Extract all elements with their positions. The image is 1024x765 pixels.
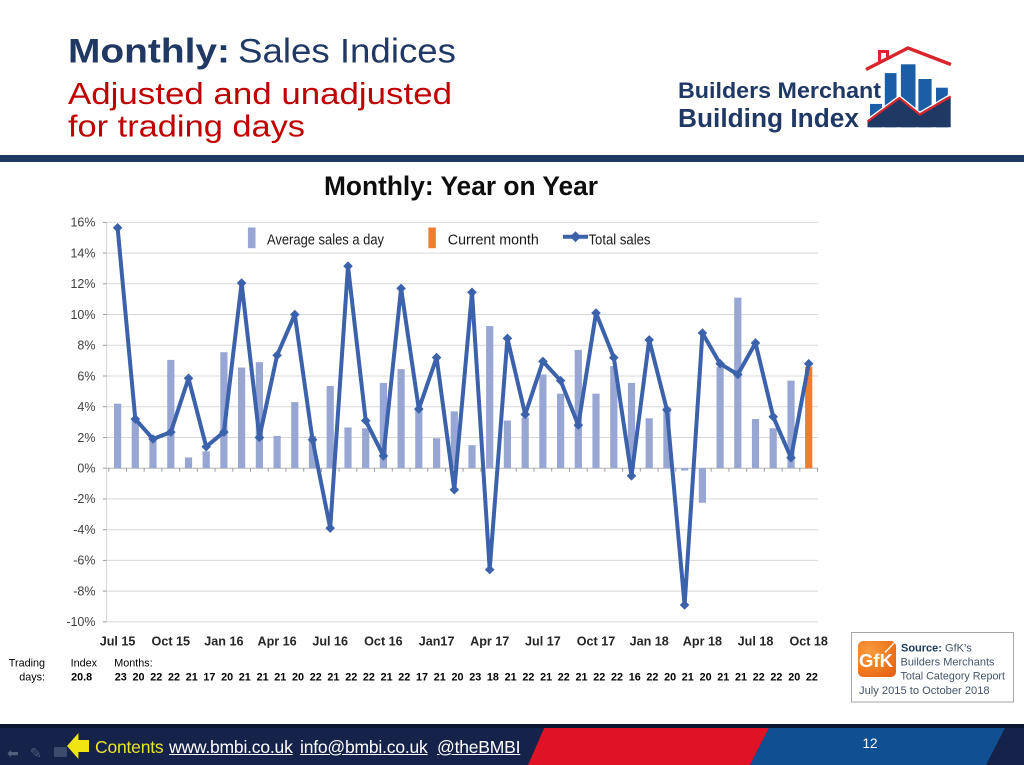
svg-text:22: 22 — [558, 672, 570, 684]
svg-text:-4%: -4% — [73, 523, 95, 537]
svg-text:Building Index: Building Index — [678, 105, 859, 133]
svg-text:Oct 18: Oct 18 — [789, 635, 828, 649]
svg-text:Months:: Months: — [114, 657, 152, 669]
svg-text:-2%: -2% — [73, 492, 95, 506]
svg-text:21: 21 — [735, 672, 747, 684]
svg-text:Jul 16: Jul 16 — [312, 635, 348, 649]
svg-text:Total sales: Total sales — [589, 233, 651, 249]
svg-text:22: 22 — [168, 672, 180, 684]
svg-text:21: 21 — [274, 672, 286, 684]
svg-text:Sales Indices: Sales Indices — [238, 33, 456, 71]
svg-text:21: 21 — [575, 672, 587, 684]
svg-text:Oct 15: Oct 15 — [152, 635, 191, 649]
svg-text:17: 17 — [416, 672, 428, 684]
svg-text:-10%: -10% — [66, 615, 95, 629]
svg-text:Source: GfK’s: Source: GfK’s — [901, 643, 972, 655]
svg-text:17: 17 — [203, 672, 215, 684]
svg-text:20: 20 — [292, 672, 304, 684]
svg-text:Jan 18: Jan 18 — [630, 635, 669, 649]
svg-text:Total Category Report: Total Category Report — [901, 671, 1006, 683]
svg-text:21: 21 — [505, 672, 517, 684]
svg-text:Adjusted and unadjusted: Adjusted and unadjusted — [68, 76, 452, 111]
svg-text:Average sales a day: Average sales a day — [267, 233, 385, 249]
svg-text:July 2015 to October 2018: July 2015 to October 2018 — [859, 685, 990, 697]
svg-text:22: 22 — [770, 672, 782, 684]
svg-text:21: 21 — [717, 672, 729, 684]
svg-text:Apr 17: Apr 17 — [470, 635, 509, 649]
svg-text:22: 22 — [806, 672, 818, 684]
svg-text:Jan 16: Jan 16 — [204, 635, 243, 649]
svg-text:for trading days: for trading days — [68, 109, 305, 144]
svg-text:21: 21 — [540, 672, 552, 684]
svg-text:18: 18 — [487, 672, 499, 684]
svg-text:Builders Merchant: Builders Merchant — [678, 78, 882, 103]
svg-text:22: 22 — [363, 672, 375, 684]
svg-text:21: 21 — [239, 672, 251, 684]
svg-text:20: 20 — [700, 672, 712, 684]
svg-text:-8%: -8% — [73, 584, 95, 598]
svg-text:23: 23 — [115, 672, 127, 684]
svg-text:20.8: 20.8 — [71, 672, 92, 684]
svg-text:Apr 16: Apr 16 — [257, 635, 296, 649]
svg-text:20: 20 — [221, 672, 233, 684]
svg-text:GfK: GfK — [859, 650, 894, 671]
svg-text:Oct 16: Oct 16 — [364, 635, 403, 649]
svg-text:21: 21 — [434, 672, 446, 684]
svg-text:16: 16 — [629, 672, 641, 684]
svg-text:22: 22 — [150, 672, 162, 684]
svg-text:Monthly: Year on Year: Monthly: Year on Year — [324, 171, 598, 201]
svg-text:21: 21 — [257, 672, 269, 684]
svg-text:8%: 8% — [77, 339, 95, 353]
svg-text:22: 22 — [611, 672, 623, 684]
svg-text:22: 22 — [522, 672, 534, 684]
svg-text:Builders Merchants: Builders Merchants — [901, 657, 995, 669]
svg-text:10%: 10% — [70, 308, 95, 322]
svg-text:22: 22 — [310, 672, 322, 684]
svg-text:20: 20 — [132, 672, 144, 684]
svg-text:Current month: Current month — [448, 233, 539, 249]
svg-text:14%: 14% — [70, 246, 95, 260]
svg-text:Jul 18: Jul 18 — [738, 635, 774, 649]
svg-text:Jan17: Jan17 — [419, 635, 455, 649]
svg-text:20: 20 — [451, 672, 463, 684]
svg-text:20: 20 — [788, 672, 800, 684]
svg-text:23: 23 — [469, 672, 481, 684]
svg-text:Oct 17: Oct 17 — [577, 635, 616, 649]
svg-text:-6%: -6% — [73, 554, 95, 568]
svg-text:16%: 16% — [70, 216, 95, 230]
svg-text:Index: Index — [71, 657, 98, 669]
svg-text:22: 22 — [753, 672, 765, 684]
svg-text:21: 21 — [381, 672, 393, 684]
svg-text:22: 22 — [345, 672, 357, 684]
svg-text:21: 21 — [682, 672, 694, 684]
svg-text:22: 22 — [646, 672, 658, 684]
svg-text:Jul 17: Jul 17 — [525, 635, 561, 649]
svg-text:4%: 4% — [77, 400, 95, 414]
svg-text:Monthly:: Monthly: — [68, 33, 230, 71]
svg-text:days:: days: — [19, 672, 45, 684]
svg-text:12%: 12% — [70, 277, 95, 291]
svg-text:22: 22 — [593, 672, 605, 684]
svg-text:Trading: Trading — [9, 657, 45, 669]
svg-text:Apr 18: Apr 18 — [683, 635, 722, 649]
svg-text:21: 21 — [327, 672, 339, 684]
svg-text:6%: 6% — [77, 369, 95, 383]
svg-text:2%: 2% — [77, 431, 95, 445]
svg-text:Jul 15: Jul 15 — [100, 635, 136, 649]
svg-text:21: 21 — [186, 672, 198, 684]
svg-text:0%: 0% — [77, 462, 95, 476]
svg-text:20: 20 — [664, 672, 676, 684]
svg-text:22: 22 — [398, 672, 410, 684]
